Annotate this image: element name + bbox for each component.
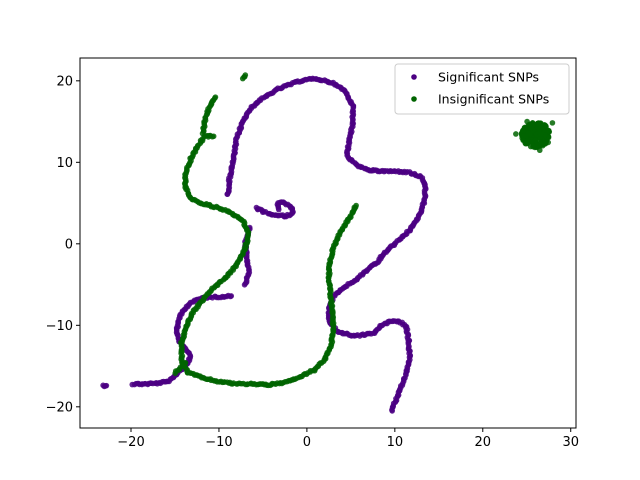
data-point (537, 130, 543, 137)
legend: Significant SNPs Insignificant SNPs (394, 63, 570, 115)
data-point (212, 94, 219, 100)
y-tick-label: −10 (46, 319, 73, 334)
legend-label-insignificant: Insignificant SNPs (438, 92, 549, 107)
data-point (520, 127, 526, 134)
data-point (539, 124, 545, 131)
legend-marker-significant (411, 74, 417, 80)
x-tick-label: −20 (117, 435, 144, 450)
x-tick-label: 20 (475, 435, 492, 450)
data-point (103, 382, 110, 389)
series-significant (100, 75, 429, 414)
data-point (353, 202, 359, 209)
x-tick-label: 30 (562, 435, 579, 450)
data-point (534, 142, 540, 148)
data-point (275, 206, 282, 213)
legend-marker-insignificant (411, 96, 417, 102)
data-point (532, 137, 538, 144)
data-point (536, 147, 543, 154)
y-tick-label: 20 (56, 74, 73, 89)
data-point (526, 131, 533, 138)
x-tick-label: 0 (303, 435, 311, 450)
data-point (545, 128, 552, 134)
y-tick-label: 0 (65, 237, 73, 252)
data-point (513, 131, 519, 137)
data-point (520, 137, 526, 144)
x-tick-label: 10 (387, 435, 404, 450)
data-point (228, 293, 235, 299)
data-point (242, 72, 249, 78)
legend-box (394, 63, 570, 115)
x-axis: −20 −10 0 10 20 30 (117, 428, 579, 450)
legend-label-significant: Significant SNPs (438, 70, 539, 85)
series-insignificant (172, 72, 556, 389)
data-point (210, 133, 217, 140)
x-tick-label: −10 (205, 435, 232, 450)
data-point (545, 139, 552, 146)
y-tick-label: −20 (46, 400, 73, 415)
y-axis: −20 −10 0 10 20 (46, 74, 80, 415)
data-point (549, 120, 556, 126)
plot-frame (79, 57, 577, 429)
y-tick-label: 10 (56, 156, 73, 171)
data-point (389, 408, 396, 414)
plot-points (100, 72, 556, 414)
data-point (524, 118, 530, 125)
data-point (534, 120, 541, 127)
